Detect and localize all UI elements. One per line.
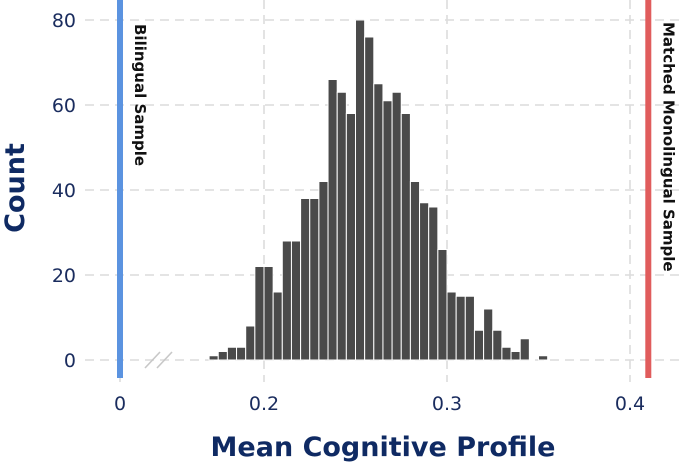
- histogram-bar: [538, 355, 549, 361]
- y-tick-label: 20: [52, 265, 76, 287]
- y-tick-label: 80: [52, 10, 76, 32]
- histogram-bar: [217, 351, 228, 361]
- histogram-bar: [226, 346, 238, 361]
- histogram-bar: [345, 113, 357, 361]
- histogram-bar: [510, 351, 521, 361]
- histogram-bar: [464, 295, 475, 361]
- x-tick-label: 0: [114, 393, 126, 415]
- histogram-bar: [483, 308, 494, 361]
- histogram-bar: [309, 198, 320, 361]
- histogram-bar: [446, 291, 457, 361]
- histogram-bar: [355, 19, 366, 361]
- histogram-bar: [492, 329, 503, 361]
- histogram-bar: [409, 181, 421, 361]
- x-tick-label: 0.2: [249, 393, 279, 415]
- histogram-bar: [208, 355, 219, 361]
- y-tick-labels: 0 20 40 60 80: [52, 10, 76, 372]
- histogram-bar: [290, 240, 302, 361]
- axis-break: [144, 351, 173, 369]
- x-tick-label: 0.4: [615, 393, 645, 415]
- histogram-bar: [382, 100, 393, 361]
- histogram-bar: [437, 249, 448, 361]
- y-tick-label: 0: [64, 350, 76, 372]
- histogram-bar: [428, 206, 439, 361]
- histogram-bar: [455, 295, 466, 361]
- bars-layer: [208, 19, 549, 361]
- histogram-bar: [236, 346, 247, 361]
- histogram-bar: [281, 240, 292, 361]
- x-axis-title: Mean Cognitive Profile: [211, 432, 556, 463]
- histogram-bar: [336, 91, 347, 361]
- histogram-bar: [272, 291, 283, 361]
- histogram-bar: [364, 36, 375, 361]
- histogram-bar: [245, 325, 256, 361]
- y-tick-label: 40: [52, 180, 76, 202]
- reference-lines: Bilingual Sample Matched Monolingual Samp…: [117, 0, 677, 378]
- histogram-bar: [473, 329, 485, 361]
- histogram-bar: [263, 266, 274, 361]
- reference-line-label: Bilingual Sample: [131, 24, 149, 166]
- reference-line-label: Matched Monolingual Sample: [659, 22, 677, 272]
- histogram-bar: [501, 346, 512, 361]
- histogram-bar: [391, 91, 402, 361]
- y-axis-title: Count: [0, 143, 31, 233]
- histogram-bar: [400, 113, 411, 361]
- x-tick-label: 0.3: [432, 393, 462, 415]
- histogram-bar: [318, 181, 329, 361]
- histogram-bar: [373, 83, 384, 361]
- axis-break-mark: [156, 351, 173, 369]
- histogram-bar: [519, 338, 530, 361]
- histogram-bar: [254, 266, 265, 361]
- histogram-bar: [327, 79, 338, 361]
- histogram-bar: [300, 198, 311, 361]
- x-tick-labels: 0 0.2 0.3 0.4: [114, 393, 645, 415]
- histogram-bar: [419, 202, 430, 361]
- axis-break-mark: [144, 351, 161, 369]
- y-tick-label: 60: [52, 95, 76, 117]
